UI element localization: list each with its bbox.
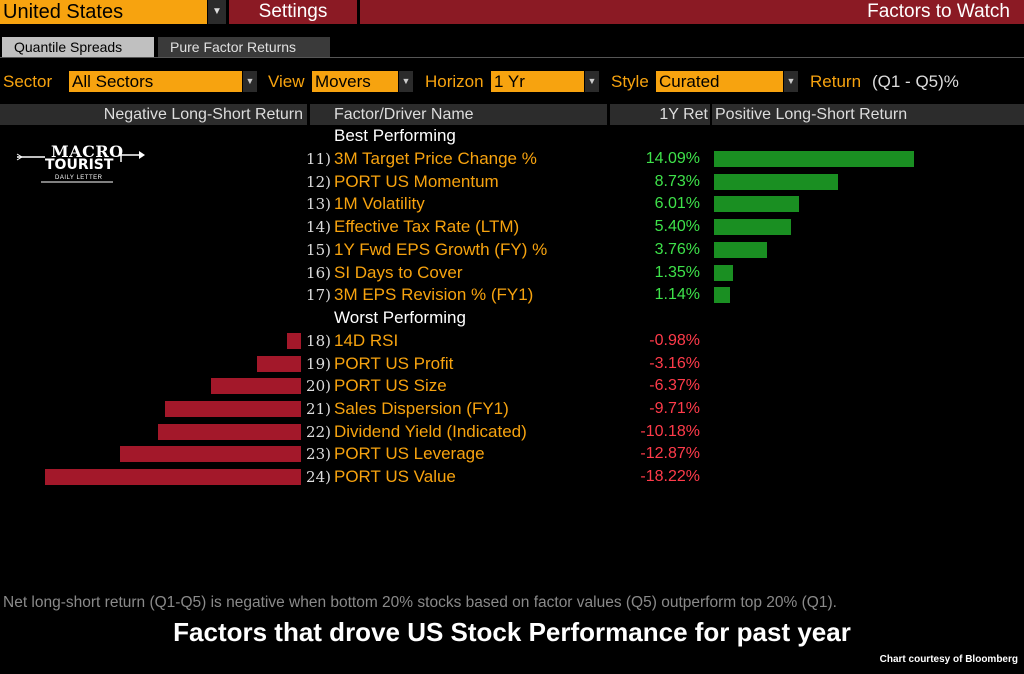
return-value: -12.87% xyxy=(640,445,700,463)
negative-return-header: Negative Long-Short Return xyxy=(0,104,307,125)
return-value: 8.73% xyxy=(654,172,700,190)
factor-name[interactable]: PORT US Profit xyxy=(334,353,454,373)
positive-return-bar xyxy=(714,151,914,167)
row-number: 15) xyxy=(306,240,331,259)
best-performing-label: Best Performing xyxy=(334,126,456,145)
return-value: 6.01% xyxy=(654,195,700,213)
horizon-select[interactable]: 1 Yr xyxy=(491,71,584,92)
caption: Factors that drove US Stock Performance … xyxy=(173,617,851,647)
factor-name[interactable]: Dividend Yield (Indicated) xyxy=(334,421,527,441)
style-select[interactable]: Curated xyxy=(656,71,783,92)
factor-name[interactable]: Effective Tax Rate (LTM) xyxy=(334,217,520,237)
factor-name[interactable]: PORT US Size xyxy=(334,376,447,396)
row-number: 13) xyxy=(306,195,331,214)
return-value: -6.37% xyxy=(649,377,700,395)
return-value: 1.35% xyxy=(654,263,700,281)
row-number: 19) xyxy=(306,354,331,373)
factor-name[interactable]: 1Y Fwd EPS Growth (FY) % xyxy=(334,239,548,259)
horizon-label: Horizon xyxy=(425,72,484,91)
factor-name-header: Factor/Driver Name xyxy=(310,104,607,125)
credit: Chart courtesy of Bloomberg xyxy=(879,654,1018,665)
return-value: -3.16% xyxy=(649,354,700,372)
tab-pure-factor-returns[interactable]: Pure Factor Returns xyxy=(158,37,330,57)
tab-quantile-spreads[interactable]: Quantile Spreads xyxy=(2,37,154,57)
negative-return-bar xyxy=(157,423,301,440)
row-number: 23) xyxy=(306,445,331,464)
settings-button[interactable]: Settings xyxy=(229,0,357,24)
return-value: 14.09% xyxy=(645,150,700,167)
return-value: -10.18% xyxy=(640,422,700,440)
factor-name[interactable]: Sales Dispersion (FY1) xyxy=(334,399,509,418)
return-value: -18.22% xyxy=(640,468,700,486)
row-number: 14) xyxy=(306,218,331,237)
factor-name[interactable]: 1M Volatility xyxy=(334,194,425,214)
chevron-down-icon[interactable]: ▼ xyxy=(585,71,599,92)
row-number: 11) xyxy=(306,150,331,168)
chevron-down-icon[interactable]: ▼ xyxy=(208,0,226,24)
negative-return-bar xyxy=(120,446,301,463)
positive-return-bar xyxy=(714,196,800,213)
chevron-down-icon[interactable]: ▼ xyxy=(243,71,257,92)
negative-return-bar xyxy=(256,355,301,372)
row-number: 22) xyxy=(306,422,331,441)
positive-return-bar xyxy=(714,264,734,281)
macro-tourist-logo: MACRO TOURIST DAILY LETTER xyxy=(15,142,145,186)
negative-return-bar xyxy=(287,332,301,349)
return-value: -0.98% xyxy=(649,331,700,349)
factor-name[interactable]: 3M Target Price Change % xyxy=(334,149,537,168)
view-select[interactable]: Movers xyxy=(312,71,398,92)
style-label: Style xyxy=(611,72,649,91)
tab-divider xyxy=(0,57,1024,58)
factor-name[interactable]: PORT US Value xyxy=(334,467,456,487)
return-label: Return xyxy=(810,72,862,91)
positive-return-header: Positive Long-Short Return xyxy=(712,104,1024,125)
positive-return-bar xyxy=(714,173,838,190)
positive-return-bar xyxy=(714,287,731,304)
negative-return-bar xyxy=(211,378,301,395)
row-number: 24) xyxy=(306,468,331,487)
factor-name[interactable]: 3M EPS Revision % (FY1) xyxy=(334,285,534,305)
return-value: 1.14% xyxy=(654,286,700,304)
return-value: (Q1 - Q5)% xyxy=(872,72,959,91)
row-number: 17) xyxy=(306,286,331,305)
return-value: -9.71% xyxy=(649,400,700,417)
return-value: 5.40% xyxy=(654,218,700,236)
factor-name[interactable]: PORT US Momentum xyxy=(334,171,499,191)
row-number: 12) xyxy=(306,172,331,191)
negative-return-bar xyxy=(164,401,301,417)
factor-name[interactable]: PORT US Leverage xyxy=(334,444,485,464)
row-number: 21) xyxy=(306,400,331,418)
sector-select[interactable]: All Sectors xyxy=(69,71,242,92)
positive-return-bar xyxy=(714,241,768,258)
view-label: View xyxy=(268,72,305,91)
chevron-down-icon[interactable]: ▼ xyxy=(399,71,413,92)
factor-name[interactable]: SI Days to Cover xyxy=(334,262,463,282)
row-number: 16) xyxy=(306,263,331,282)
ret-header: 1Y Ret xyxy=(610,104,710,125)
worst-performing-label: Worst Performing xyxy=(334,308,466,327)
row-number: 18) xyxy=(306,331,331,350)
chevron-down-icon[interactable]: ▼ xyxy=(784,71,798,92)
positive-return-bar xyxy=(714,219,791,236)
footnote: Net long-short return (Q1-Q5) is negativ… xyxy=(3,594,837,611)
return-value: 3.76% xyxy=(654,240,700,258)
negative-return-bar xyxy=(45,469,301,486)
country-select[interactable]: United States xyxy=(0,0,207,24)
factor-name[interactable]: 14D RSI xyxy=(334,330,399,350)
page-title: Factors to Watch xyxy=(360,0,1024,24)
row-number: 20) xyxy=(306,377,331,396)
sector-label: Sector xyxy=(3,72,53,91)
